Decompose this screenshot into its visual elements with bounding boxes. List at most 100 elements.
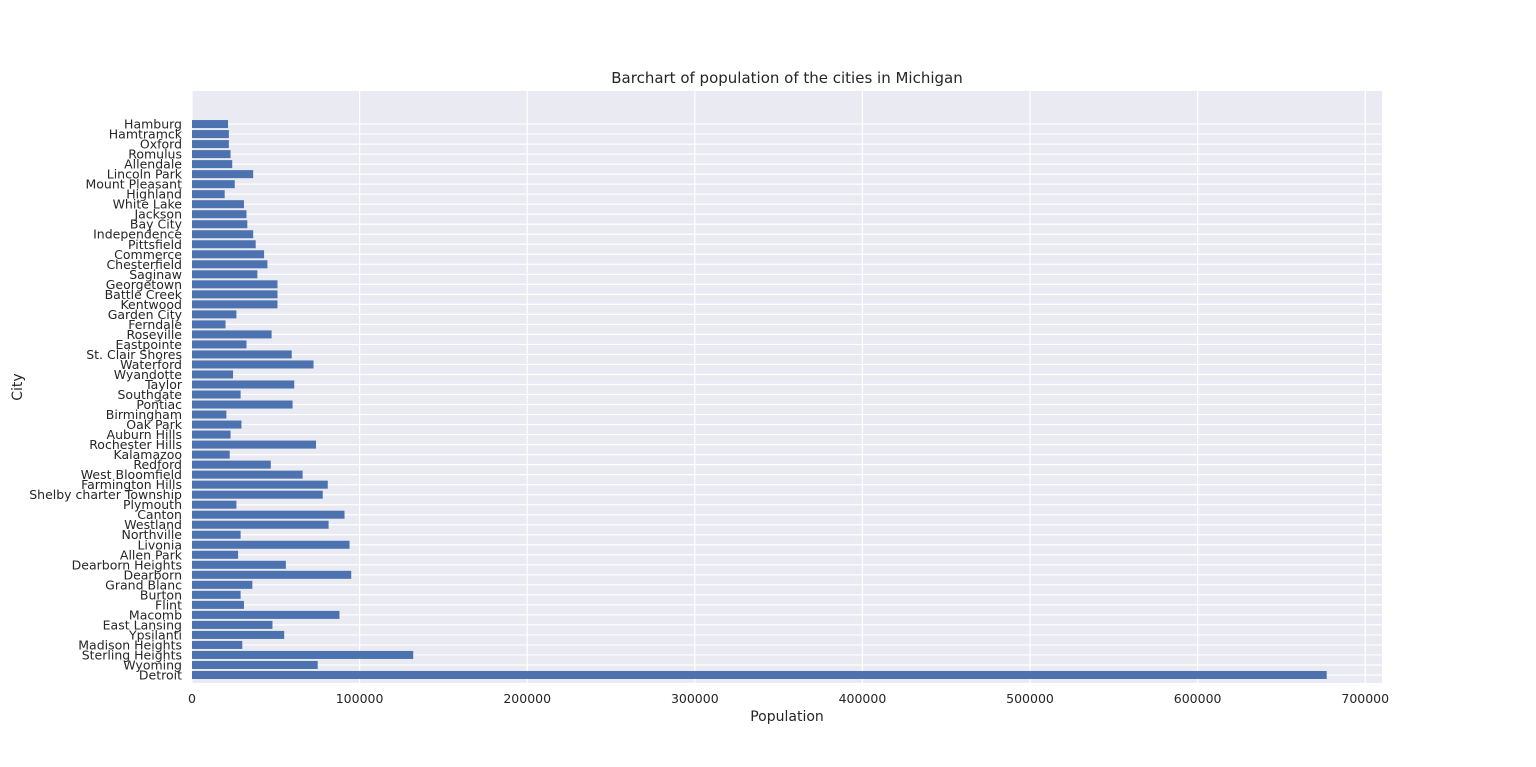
bar xyxy=(192,230,254,239)
bar xyxy=(192,180,235,189)
bar xyxy=(192,640,243,649)
bar xyxy=(192,170,254,179)
bar xyxy=(192,600,244,609)
y-tick-label: Kalamazoo xyxy=(114,447,182,462)
y-tick-label: Madison Heights xyxy=(78,637,182,652)
bar xyxy=(192,420,242,429)
bar xyxy=(192,370,234,379)
y-tick-label: Dearborn Heights xyxy=(72,557,182,572)
bar xyxy=(192,530,241,539)
bar xyxy=(192,350,292,359)
x-tick-label: 700000 xyxy=(1341,691,1389,706)
bar xyxy=(192,240,256,249)
y-tick-label: Shelby charter Township xyxy=(29,487,182,502)
bar xyxy=(192,130,229,139)
y-tick-label: Redford xyxy=(133,457,182,472)
bar xyxy=(192,450,230,459)
y-tick-label: Rochester Hills xyxy=(89,437,182,452)
y-tick-label: Allendale xyxy=(124,157,182,172)
y-tick-label: Taylor xyxy=(144,377,183,392)
y-tick-label: Grand Blanc xyxy=(105,577,182,592)
bar xyxy=(192,310,237,319)
x-tick-label: 300000 xyxy=(671,691,719,706)
x-tick-label: 200000 xyxy=(503,691,551,706)
y-tick-label: Hamburg xyxy=(124,117,182,132)
plot-area xyxy=(192,91,1382,683)
bar xyxy=(192,160,233,169)
y-tick-label: Battle Creek xyxy=(105,287,183,302)
bar xyxy=(192,150,231,159)
bar xyxy=(192,300,278,309)
bar xyxy=(192,250,265,259)
y-tick-label: Highland xyxy=(126,187,182,202)
y-tick-label: Southgate xyxy=(117,387,182,402)
bar xyxy=(192,120,229,129)
y-tick-label: Oak Park xyxy=(126,417,182,432)
y-tick-label: Eastpointe xyxy=(115,337,182,352)
grid-lines xyxy=(191,91,1382,683)
bar xyxy=(192,200,244,209)
y-tick-label: Mount Pleasant xyxy=(85,177,182,192)
y-tick-label: Pontiac xyxy=(136,397,182,412)
y-tick-label: Flint xyxy=(155,597,182,612)
y-tick-label: Hamtramck xyxy=(109,127,183,142)
bar xyxy=(192,270,258,279)
bar xyxy=(192,430,231,439)
y-tick-label: Independence xyxy=(93,227,182,242)
x-axis-ticks: 0 100000 200000 300000 400000 500000 600000 700… xyxy=(188,691,1389,706)
bar xyxy=(192,340,247,349)
bar xyxy=(192,410,227,419)
y-tick-label: West Bloomfield xyxy=(81,467,182,482)
bar xyxy=(192,290,278,299)
bar xyxy=(192,140,229,149)
y-tick-label: Northville xyxy=(122,527,183,542)
y-tick-label: Lincoln Park xyxy=(107,167,183,182)
x-axis-label: Population xyxy=(750,709,824,725)
y-tick-label: Westland xyxy=(124,517,182,532)
x-tick-label: 500000 xyxy=(1006,691,1054,706)
bar xyxy=(192,520,329,529)
bar xyxy=(192,400,293,409)
bar xyxy=(192,650,414,659)
y-tick-label: Allen Park xyxy=(120,547,183,562)
y-tick-label: Ypsilanti xyxy=(128,627,182,642)
bar xyxy=(192,660,318,669)
bar xyxy=(192,220,248,229)
chart-title: Barchart of population of the cities in … xyxy=(611,69,962,87)
y-tick-label: Livonia xyxy=(137,537,182,552)
y-tick-label: Waterford xyxy=(120,357,182,372)
bar xyxy=(192,360,314,369)
bar xyxy=(192,560,286,569)
y-tick-label: Dearborn xyxy=(123,567,182,582)
y-tick-label: Kentwood xyxy=(120,297,182,312)
y-tick-label: Sterling Heights xyxy=(82,647,182,662)
y-tick-label: Jackson xyxy=(133,207,182,222)
x-tick-label: 400000 xyxy=(839,691,887,706)
bar xyxy=(192,670,1327,679)
y-tick-label: East Lansing xyxy=(103,617,182,632)
y-tick-label: Farmington Hills xyxy=(81,477,182,492)
bar xyxy=(192,210,247,219)
bar xyxy=(192,580,253,589)
bar xyxy=(192,570,352,579)
y-tick-label: Detroit xyxy=(139,667,182,682)
bar xyxy=(192,510,345,519)
y-tick-label: Garden City xyxy=(108,307,183,322)
y-tick-label: Burton xyxy=(140,587,182,602)
y-tick-label: Pittsfield xyxy=(128,237,182,252)
y-tick-label: Georgetown xyxy=(106,277,182,292)
bar xyxy=(192,590,241,599)
bar xyxy=(192,480,328,489)
y-tick-label: Roseville xyxy=(127,327,183,342)
bar xyxy=(192,500,237,509)
y-tick-label: Bay City xyxy=(130,217,183,232)
bar xyxy=(192,190,225,199)
bar xyxy=(192,630,285,639)
y-tick-label: Birmingham xyxy=(106,407,182,422)
bar xyxy=(192,440,317,449)
y-tick-label: Plymouth xyxy=(123,497,182,512)
bar xyxy=(192,260,268,269)
bar xyxy=(192,390,241,399)
